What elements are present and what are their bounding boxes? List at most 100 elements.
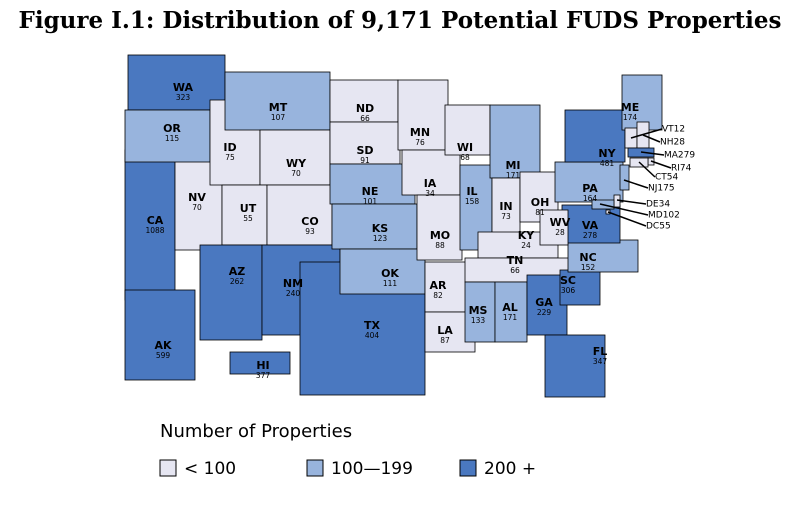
state-label: AK: [154, 339, 172, 352]
state-label: WI: [457, 141, 473, 154]
state-label: CT: [655, 173, 667, 183]
callout-line: [607, 211, 647, 227]
state-count: 55: [659, 222, 670, 232]
state-count: 174: [623, 113, 638, 122]
state-label: CO: [301, 215, 318, 228]
state: [124, 149, 176, 301]
state-label: WY: [286, 157, 307, 170]
state-count: 88: [435, 241, 445, 250]
state-label: TX: [364, 319, 381, 332]
callout-line: [623, 179, 649, 189]
state-label: NH: [660, 138, 674, 148]
state-label: NM: [283, 277, 303, 290]
callout-line: [642, 134, 661, 143]
state-label: MI: [505, 159, 520, 172]
state-count: 279: [678, 151, 695, 161]
state-count: 81: [535, 208, 545, 217]
state-label: MS: [469, 304, 488, 317]
state-count: 24: [521, 241, 531, 250]
state: [494, 281, 528, 343]
state-label: CA: [147, 214, 164, 227]
state-count: 73: [501, 212, 511, 221]
state-count: 306: [561, 286, 576, 295]
state-label: UT: [240, 202, 257, 215]
legend-title: Number of Properties: [160, 421, 352, 442]
state-count: 70: [192, 203, 202, 212]
state-count: 1088: [145, 226, 164, 235]
state-label: WV: [550, 216, 571, 229]
state: [621, 74, 663, 131]
legend-label: 200 +: [484, 459, 536, 479]
state-label: AR: [430, 279, 448, 292]
state-count: 347: [593, 357, 608, 366]
state-label: KY: [518, 229, 536, 242]
state-count: 323: [176, 93, 191, 102]
state-label: OK: [381, 267, 399, 280]
callout-line: [640, 151, 665, 156]
state-count: 102: [663, 211, 680, 221]
state: [221, 184, 268, 246]
state-count: 123: [373, 234, 388, 243]
state-label: ND: [356, 102, 374, 115]
state-count: 28: [555, 228, 565, 237]
state-count: 404: [365, 331, 380, 340]
state-count: 68: [460, 153, 470, 162]
state: [564, 109, 626, 163]
state-count: 175: [657, 184, 674, 194]
state-label: ME: [621, 101, 639, 114]
state-count: 133: [471, 316, 486, 325]
state-label: GA: [535, 296, 553, 309]
state: [199, 244, 263, 341]
legend-swatch: [159, 459, 177, 477]
state-label: KS: [372, 222, 389, 235]
state-label: ID: [223, 141, 236, 154]
state: [224, 71, 331, 131]
state: [489, 104, 541, 179]
state-count: 599: [156, 351, 171, 360]
state: [424, 261, 471, 313]
callout-line: [599, 203, 649, 216]
state: [124, 289, 196, 381]
state: [464, 281, 496, 343]
callout-line: [650, 160, 672, 169]
state-count: 164: [583, 194, 598, 203]
state-count: 74: [680, 164, 692, 174]
state-label: DE: [646, 200, 659, 210]
state-count: 28: [674, 138, 686, 148]
state-count: 34: [659, 200, 671, 210]
state-count: 111: [383, 279, 398, 288]
state-label: LA: [437, 324, 453, 337]
state-label: WA: [173, 81, 194, 94]
state-count: 91: [360, 156, 370, 165]
state: [554, 161, 624, 203]
state-label: OH: [531, 196, 550, 209]
state-label: VA: [582, 219, 599, 232]
state-count: 87: [440, 336, 450, 345]
state-label: VT: [662, 125, 674, 135]
state: [266, 184, 333, 246]
state-label: HI: [256, 359, 269, 372]
state-count: 12: [674, 125, 685, 135]
state-label: AZ: [229, 265, 246, 278]
state-count: 240: [286, 289, 301, 298]
state-label: MO: [430, 229, 450, 242]
state: [619, 164, 630, 191]
state-count: 229: [537, 308, 552, 317]
state-label: NE: [362, 185, 379, 198]
state: [127, 54, 226, 111]
state-count: 34: [425, 189, 435, 198]
state-count: 82: [433, 291, 443, 300]
state-label: FL: [593, 345, 608, 358]
state-label: IL: [466, 185, 477, 198]
state: [331, 203, 418, 250]
state-label: DC: [646, 222, 659, 232]
state: [444, 104, 491, 156]
state: [401, 149, 461, 196]
state-label: SD: [356, 144, 373, 157]
state-count: 66: [360, 114, 370, 123]
state: [229, 351, 291, 375]
state-count: 171: [506, 171, 521, 180]
state: [397, 79, 449, 151]
legend-swatch: [306, 459, 324, 477]
